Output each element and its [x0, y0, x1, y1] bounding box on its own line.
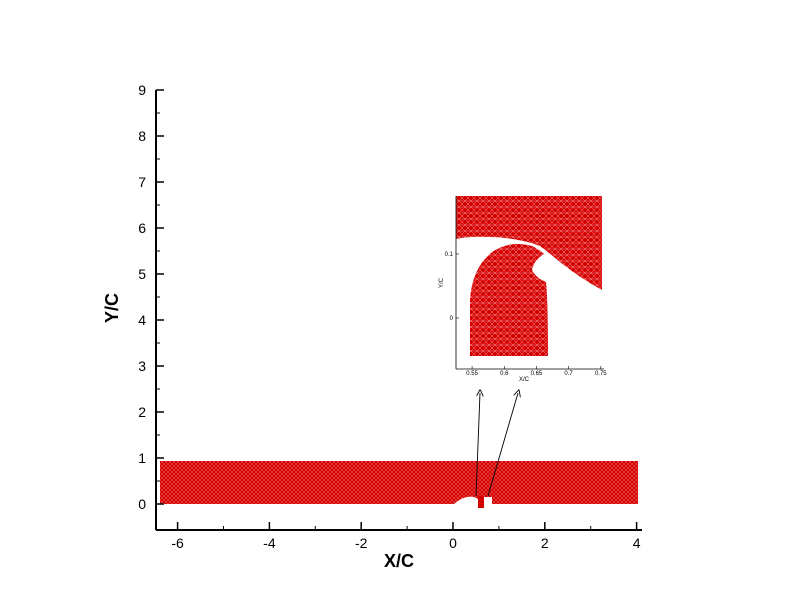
- y-tick-label: 7: [138, 174, 146, 190]
- airfoil-slot: [478, 496, 484, 508]
- x-tick-label: -2: [355, 535, 368, 551]
- inset-x-tick-label: 0.7: [564, 371, 573, 377]
- inset-x-title: X/C: [519, 377, 530, 383]
- inset-x-tick-label: 0.6: [500, 371, 509, 377]
- airfoil-cutout: [454, 496, 482, 504]
- y-tick-label: 0: [138, 496, 146, 512]
- y-tick-label: 8: [138, 128, 146, 144]
- main-axes: -6 -4 -2 0 2 4 0 1 2 3 4 5 6 7 8 9 X/C Y/C: [102, 82, 642, 571]
- x-axis-title: X/C: [384, 551, 414, 571]
- x-tick-label: 4: [633, 535, 641, 551]
- y-tick-label: 1: [138, 450, 146, 466]
- inset-y-tick-label: 0.1: [445, 252, 454, 258]
- y-tick-label: 3: [138, 358, 146, 374]
- y-tick-label: 4: [138, 312, 146, 328]
- inset-x-tick-label: 0.55: [466, 371, 478, 377]
- zoom-arrows: [475, 393, 518, 497]
- y-tick-label: 5: [138, 266, 146, 282]
- inset-mesh: [456, 196, 602, 356]
- x-tick-label: -6: [171, 535, 184, 551]
- y-tick-label: 2: [138, 404, 146, 420]
- y-tick-label: 9: [138, 82, 146, 98]
- zoom-arrow-left: [475, 393, 480, 497]
- airfoil-lip: [484, 497, 492, 504]
- inset-y-tick-label: 0: [450, 316, 454, 322]
- main-mesh: [160, 461, 638, 508]
- zoom-arrow-right: [487, 393, 518, 497]
- y-tick-label: 6: [138, 220, 146, 236]
- x-tick-label: 0: [449, 535, 457, 551]
- inset-upper-mesh: [456, 196, 602, 290]
- inset-y-title: Y/C: [439, 277, 445, 288]
- mesh-domain: [160, 461, 638, 504]
- inset-x-tick-label: 0.65: [531, 371, 543, 377]
- inset-plot: 0.55 0.6 0.65 0.7 0.75 0 0.1 X/C Y/C: [439, 196, 607, 383]
- x-tick-label: 2: [541, 535, 549, 551]
- inset-x-tick-label: 0.75: [595, 371, 607, 377]
- y-axis-title: Y/C: [102, 293, 122, 323]
- inset-lower-mesh: [470, 244, 548, 356]
- x-tick-label: -4: [263, 535, 276, 551]
